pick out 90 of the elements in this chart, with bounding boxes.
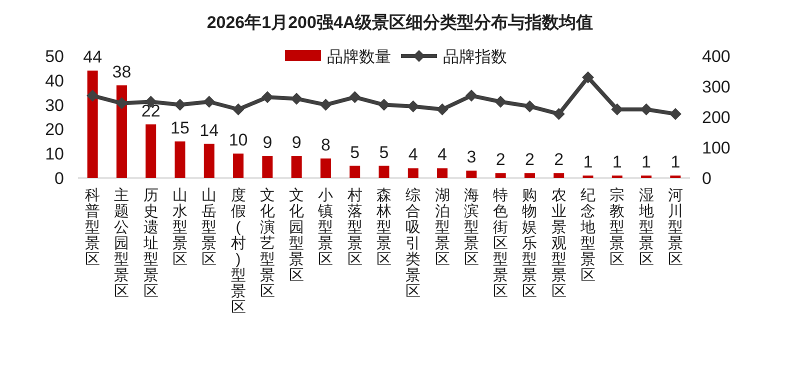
data-label: 2 [554,150,564,170]
data-label: 38 [112,62,132,82]
data-label: 14 [200,120,219,140]
data-label: 1 [583,152,593,172]
point [524,100,536,112]
x-tick-label: 文化园型景区 [289,187,304,284]
bar [174,141,186,178]
data-label: 5 [379,142,389,162]
point [261,91,274,104]
bar [495,173,506,178]
chart-title: 2026年1月200强4A级景区细分类型分布与指数均值 [206,13,594,32]
point [494,96,507,108]
x-tick-label: 历史遗址型景区 [142,187,158,300]
y2-tick-label: 200 [702,108,730,127]
data-label: 2 [496,150,506,170]
y2-tick-label: 0 [702,169,712,188]
x-tick-label: 特色街区型景区 [493,187,508,300]
x-tick-label: 湖泊型景区 [434,187,450,268]
point [582,71,594,84]
data-label: 8 [320,135,330,154]
x-tick-label: 森林型景区 [376,187,392,268]
bar [554,173,564,178]
y-tick-label: 30 [45,96,64,115]
y2-tick-label: 300 [702,78,730,96]
legend-label: 品牌数量 [327,48,391,66]
y2-tick-label: 100 [702,138,730,158]
data-label: 5 [350,142,360,162]
bar [233,154,244,178]
x-tick-label: 宗教型景区 [610,187,625,268]
y-tick-label: 10 [45,144,64,164]
bar [204,144,214,178]
x-tick-label: 小镇型景区 [317,187,334,268]
bar [466,170,477,178]
point [407,100,420,112]
point [552,108,565,120]
x-tick-label: 文化演艺型景区 [260,187,275,300]
x-tick-label: 山水型景区 [172,187,188,268]
bar [524,173,535,178]
bar [437,168,448,178]
point [320,98,332,111]
data-label: 1 [612,152,622,172]
bar [291,156,302,178]
x-tick-label: 河川型景区 [668,187,683,268]
data-label: 9 [262,133,272,152]
point [465,90,478,102]
bar [262,156,273,178]
y2-tick-label: 400 [702,47,730,66]
bar [378,166,390,178]
y-tick-label: 0 [54,169,64,188]
bar [350,166,360,178]
data-label: 3 [466,148,476,167]
bar [146,124,156,178]
bar [408,168,418,178]
data-label: 44 [83,48,102,67]
data-label: 22 [141,101,160,120]
x-tick-label: 湿地型景区 [638,187,654,268]
bar [116,85,127,178]
x-tick-label: 海滨型景区 [464,187,479,268]
x-tick-label: 主题公园型景区 [114,187,130,300]
x-tick-label: 度假(村)型景区 [230,187,246,316]
y-tick-label: 50 [45,47,64,66]
legend-label: 品牌指数 [443,48,507,66]
bar [87,70,98,178]
point [378,98,390,111]
x-tick-label: 科普型景区 [85,187,100,268]
point [232,103,244,116]
x-tick-label: 农业景观型景区 [551,187,566,300]
y-tick-label: 20 [45,120,64,140]
data-label: 10 [228,130,248,150]
point [436,103,448,116]
data-label: 15 [170,118,190,138]
data-label: 9 [292,133,302,152]
x-tick-label: 纪念地型景区 [580,187,596,284]
y-tick-label: 40 [45,71,64,90]
x-tick-label: 山岳型景区 [202,187,217,268]
x-tick-label: 综合吸引类景区 [406,187,421,300]
point [174,98,186,111]
point [669,108,682,120]
data-label: 1 [642,152,652,172]
data-label: 4 [408,145,418,164]
x-tick-label: 购物娱乐型景区 [522,187,538,300]
point [86,90,99,102]
point [348,91,361,104]
point [290,92,303,105]
point [203,96,216,108]
data-label: 2 [524,150,534,170]
data-label: 4 [438,145,448,164]
data-label: 1 [670,152,680,172]
x-tick-label: 村落型景区 [346,187,362,268]
bar [320,158,331,178]
